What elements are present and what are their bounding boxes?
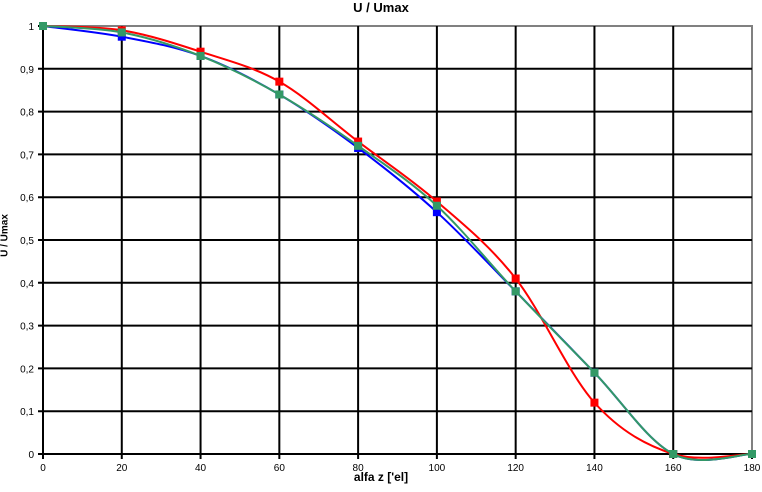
x-tick-label: 40 xyxy=(195,463,207,474)
data-marker-green xyxy=(669,450,678,458)
data-marker-red xyxy=(354,137,363,146)
data-marker-green xyxy=(117,28,126,37)
y-tick-label: 0,9 xyxy=(20,65,34,76)
x-tick-label: 140 xyxy=(586,463,603,474)
data-series xyxy=(39,22,756,461)
data-marker-red xyxy=(196,47,205,56)
y-tick-label: 0,5 xyxy=(20,236,34,247)
y-tick-label: 0,3 xyxy=(20,322,34,333)
data-marker-red xyxy=(590,398,599,407)
data-marker-red xyxy=(511,274,520,283)
x-tick-label: 20 xyxy=(116,463,128,474)
data-marker-green xyxy=(748,450,756,458)
x-tick-label: 0 xyxy=(40,463,46,474)
y-tick-label: 0,7 xyxy=(20,150,34,161)
series-line-blue xyxy=(42,25,753,461)
y-tick-label: 0,2 xyxy=(20,364,34,375)
x-tick-label: 80 xyxy=(353,463,365,474)
y-tick-label: 0 xyxy=(28,450,34,461)
series-line-red xyxy=(42,25,753,459)
y-tick-label: 0,1 xyxy=(20,407,34,418)
x-tick-label: 120 xyxy=(507,463,524,474)
y-tick-label: 0,4 xyxy=(20,279,34,290)
x-tick-label: 180 xyxy=(744,463,761,474)
data-marker-green xyxy=(590,368,599,377)
chart-title: U / Umax xyxy=(353,0,409,15)
y-tick-label: 0,6 xyxy=(20,193,34,204)
data-marker-blue xyxy=(432,208,441,217)
data-marker-green xyxy=(196,51,205,60)
x-axis-label: alfa z ['el] xyxy=(353,470,409,484)
data-marker-green xyxy=(354,141,363,150)
data-marker-green xyxy=(432,201,441,210)
x-tick-label: 160 xyxy=(665,463,682,474)
grid-lines xyxy=(38,25,753,459)
data-marker-blue xyxy=(117,32,126,41)
y-tick-label: 0,8 xyxy=(20,108,34,119)
x-tick-label: 100 xyxy=(429,463,446,474)
data-marker-red xyxy=(275,77,284,86)
data-marker-green xyxy=(275,90,284,99)
series-line-green xyxy=(42,25,753,461)
data-marker-red xyxy=(432,197,441,206)
y-tick-label: 1 xyxy=(28,22,34,33)
x-tick-label: 60 xyxy=(274,463,286,474)
data-marker-green xyxy=(39,22,47,30)
axis-ticks: 0 0,1 0,2 0,3 0,4 0,5 0,6 0,7 0,8 0,9 1 0 20 40 60 80 10… xyxy=(20,22,761,474)
data-marker-green xyxy=(511,287,520,296)
